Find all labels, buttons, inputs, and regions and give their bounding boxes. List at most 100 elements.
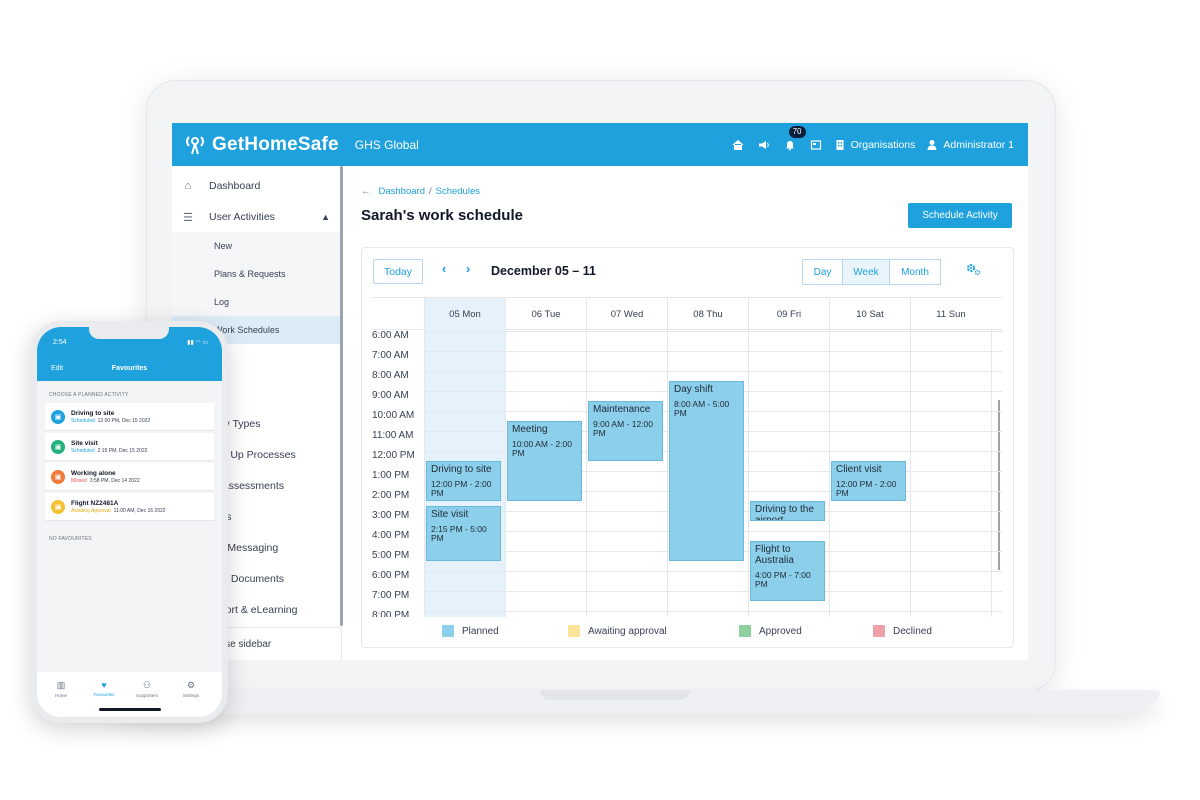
time-label: 3:00 PM <box>372 510 410 521</box>
sidebar-item-dashboard[interactable]: ⌂ Dashboard <box>172 171 342 201</box>
grid-column-line <box>991 330 992 617</box>
phone-title: Favourites <box>111 365 148 372</box>
phone-body: CHOOSE A PLANNED ACTIVITY ▣ Driving to si… <box>37 381 222 691</box>
tab-favourites[interactable]: ♥ Favourites <box>84 680 124 697</box>
time-label: 8:00 PM <box>372 610 410 617</box>
breadcrumb-dashboard[interactable]: Dashboard <box>378 186 425 197</box>
chevron-right-icon[interactable]: › <box>466 261 471 276</box>
supporters-icon: ⚇ <box>142 680 152 690</box>
view-switcher: Day Week Month <box>802 259 941 285</box>
announcement-icon[interactable] <box>757 138 771 152</box>
calendar-event[interactable]: Day shift 8:00 AM - 5:00 PM <box>669 381 744 561</box>
view-day-button[interactable]: Day <box>802 259 843 285</box>
activity-meta: Missed 3:58 PM, Dec 14 2022 <box>71 478 140 484</box>
sidebar-item[interactable]: pport & eLearning <box>172 595 342 625</box>
time-label: 8:00 AM <box>372 370 409 381</box>
sidebar-subitem-label: Log <box>214 297 230 307</box>
calendar-event[interactable]: Driving to the airport <box>750 501 825 521</box>
calendar-event[interactable]: Meeting 10:00 AM - 2:00 PM <box>507 421 582 501</box>
phone-frame: 2:54 ▮▮ ◠ ▭ Edit Favourites CHOOSE A PLA… <box>31 321 228 723</box>
user-menu[interactable]: Administrator 1 <box>927 139 1014 151</box>
hour-line <box>424 331 1002 332</box>
chevron-left-icon[interactable]: ‹ <box>442 261 447 276</box>
bell-icon <box>785 140 794 150</box>
day-header[interactable]: 09 Fri <box>748 298 829 331</box>
time-label: 9:00 AM <box>372 390 409 401</box>
event-title: Flight to Australia <box>755 544 794 566</box>
view-month-button[interactable]: Month <box>889 259 941 285</box>
home-icon[interactable] <box>731 138 745 152</box>
today-button[interactable]: Today <box>373 259 423 284</box>
organisations-link[interactable]: Organisations <box>835 139 915 151</box>
breadcrumb-separator: / <box>428 186 432 197</box>
laptop-notch <box>540 690 690 700</box>
collapse-sidebar-button[interactable]: apse sidebar <box>172 627 342 660</box>
sidebar-item[interactable]: ow Up Processes <box>172 440 342 470</box>
schedule-activity-button[interactable]: Schedule Activity <box>908 203 1012 228</box>
logo[interactable]: GetHomeSafe <box>182 134 339 156</box>
sidebar-subitem-plans-requests[interactable]: Plans & Requests <box>172 260 342 288</box>
activity-icon: ▣ <box>51 409 65 424</box>
day-header[interactable]: 08 Thu <box>667 298 748 331</box>
tab-supporters[interactable]: ⚇ Supporters <box>127 680 167 698</box>
sidebar-item[interactable]: k Assessments <box>172 471 342 501</box>
calendar-event[interactable]: Flight to Australia 4:00 PM - 7:00 PM <box>750 541 825 601</box>
activity-item[interactable]: ▣ Working alone Missed 3:58 PM, Dec 14 2022 <box>45 463 214 491</box>
activity-item[interactable]: ▣ Driving to site Scheduled 12:00 PM, Dec 1… <box>45 403 214 431</box>
sidebar: ⌂ Dashboard ☰ User Activities ▲ New Plan… <box>172 166 342 660</box>
time-label: 6:00 AM <box>372 330 409 341</box>
building-icon <box>836 139 844 150</box>
activity-meta: Scheduled 2:15 PM, Dec 15 2022 <box>71 448 147 454</box>
breadcrumb-schedules[interactable]: Schedules <box>435 186 480 197</box>
calendar-event[interactable]: Site visit 2:15 PM - 5:00 PM <box>426 506 501 561</box>
calendar-event[interactable]: Client visit 12:00 PM - 2:00 PM <box>831 461 906 501</box>
inbox-icon[interactable] <box>809 138 823 152</box>
signal-battery-icon: ▮▮ ◠ ▭ <box>187 340 208 346</box>
day-header[interactable]: 06 Tue <box>505 298 586 331</box>
sidebar-item-user-activities[interactable]: ☰ User Activities ▲ <box>172 202 342 232</box>
event-time: 10:00 AM - 2:00 PM <box>512 439 573 458</box>
calendar-event[interactable]: Maintenance 9:00 AM - 12:00 PM <box>588 401 663 461</box>
activity-icon: ▣ <box>51 439 65 454</box>
grid-column-line <box>910 330 911 617</box>
day-header[interactable]: 10 Sat <box>829 298 910 331</box>
day-header[interactable]: 07 Wed <box>586 298 667 331</box>
phone-edit-button[interactable]: Edit <box>51 365 64 372</box>
sidebar-subitem-log[interactable]: Log <box>172 288 342 316</box>
view-week-button[interactable]: Week <box>842 259 890 285</box>
sidebar-item-label: k Assessments <box>214 480 285 492</box>
sidebar-item[interactable]: ety Documents <box>172 564 342 594</box>
collapse-sidebar-label: apse sidebar <box>214 638 272 650</box>
legend-label: Planned <box>462 625 499 637</box>
sidebar-scrollbar[interactable] <box>340 166 343 626</box>
activity-item[interactable]: ▣ Flight NZ2481A Awaiting Approval 11:00 AM… <box>45 493 214 521</box>
calendar-card: Today ‹ › December 05 – 11 Day Week Mont… <box>361 247 1014 648</box>
no-favourites-label: NO FAVOURITES <box>49 536 92 542</box>
time-label: 11:00 AM <box>372 430 414 441</box>
time-label: 4:00 PM <box>372 530 410 541</box>
sidebar-item[interactable]: ss Messaging <box>172 533 342 563</box>
day-header[interactable]: 11 Sun <box>910 298 991 331</box>
calendar-event[interactable]: Driving to site 12:00 PM - 2:00 PM <box>426 461 501 501</box>
event-time: 9:00 AM - 12:00 PM <box>593 419 654 438</box>
legend-swatch <box>568 625 580 637</box>
user-icon <box>927 139 937 150</box>
activity-item[interactable]: ▣ Site visit Scheduled 2:15 PM, Dec 15 2022 <box>45 433 214 461</box>
calendar-settings-icon[interactable] <box>965 262 981 279</box>
sidebar-subitem-new[interactable]: New <box>172 232 342 260</box>
back-arrow-icon[interactable]: ← <box>361 186 371 197</box>
time-label: 12:00 PM <box>372 450 415 461</box>
calendar-scrollbar[interactable] <box>998 400 1000 570</box>
hour-line <box>424 371 1002 372</box>
tab-settings[interactable]: ⚙ Settings <box>171 680 211 698</box>
chevron-up-icon: ▲ <box>321 212 330 222</box>
event-title: Driving to the airport <box>755 504 814 521</box>
section-label: CHOOSE A PLANNED ACTIVITY <box>49 392 129 398</box>
main-content: ← Dashboard / Schedules Sarah's work sch… <box>343 166 1028 660</box>
legend-label: Awaiting approval <box>588 625 667 637</box>
day-header[interactable]: 05 Mon <box>424 298 505 331</box>
tab-home[interactable]: ▥ Home <box>41 680 81 698</box>
event-time: 12:00 PM - 2:00 PM <box>836 479 897 498</box>
grid-column-line <box>586 330 587 617</box>
notifications-button[interactable]: 70 <box>783 125 806 152</box>
